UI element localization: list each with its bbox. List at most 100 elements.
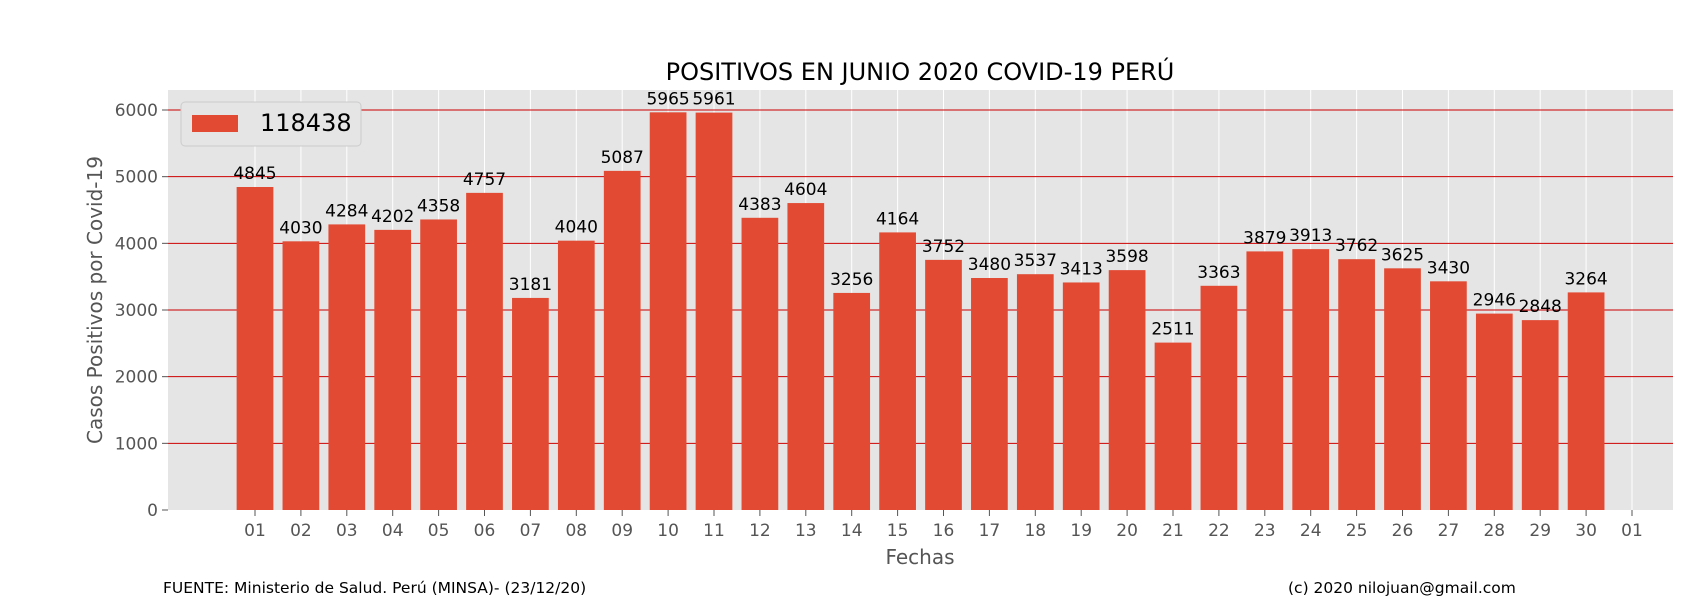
bar-01 xyxy=(236,187,274,510)
data-label-13: 4604 xyxy=(784,180,827,200)
x-tick-label: 05 xyxy=(428,521,450,541)
x-tick-label: 01 xyxy=(244,521,266,541)
y-tick-label: 4000 xyxy=(115,234,158,254)
x-tick-label: 04 xyxy=(382,521,404,541)
data-label-12: 4383 xyxy=(738,195,781,215)
bar-04 xyxy=(374,229,412,510)
legend-box xyxy=(180,101,362,147)
x-ticks: 01 02 03 04 05 06 07 08 09 10 11 12 13 14 15 16 17 18 19 20… xyxy=(244,510,1643,541)
x-tick-label: 01 xyxy=(1621,521,1643,541)
bar-16 xyxy=(925,259,962,510)
x-axis-label: Fechas xyxy=(885,545,954,569)
data-label-05: 4358 xyxy=(417,196,460,216)
data-label-27: 3430 xyxy=(1427,258,1470,278)
x-tick-label: 08 xyxy=(565,521,587,541)
x-tick-label: 22 xyxy=(1208,521,1230,541)
bar-27 xyxy=(1430,281,1467,510)
x-tick-label: 14 xyxy=(841,521,863,541)
bar-20 xyxy=(1108,270,1146,510)
bar-05 xyxy=(420,219,457,510)
x-tick-label: 30 xyxy=(1575,521,1597,541)
data-label-20: 3598 xyxy=(1105,247,1148,267)
x-tick-label: 13 xyxy=(795,521,817,541)
bar-15 xyxy=(879,232,916,510)
data-label-19: 3413 xyxy=(1060,259,1103,279)
data-label-14: 3256 xyxy=(830,270,873,290)
x-tick-label: 24 xyxy=(1300,521,1322,541)
horizontal-grid xyxy=(168,109,1673,444)
bar-09 xyxy=(603,170,641,510)
bar-26 xyxy=(1384,268,1421,510)
data-label-22: 3363 xyxy=(1197,263,1240,283)
x-tick-label: 29 xyxy=(1529,521,1551,541)
data-label-30: 3264 xyxy=(1564,269,1607,289)
y-tick-label: 6000 xyxy=(115,101,158,121)
y-tick-label: 3000 xyxy=(115,301,158,321)
data-label-23: 3879 xyxy=(1243,228,1286,248)
bar-03 xyxy=(328,224,366,510)
bar-08 xyxy=(557,240,595,510)
data-label-28: 2946 xyxy=(1473,291,1516,311)
data-label-07: 3181 xyxy=(509,275,552,295)
bar-07 xyxy=(512,297,549,510)
source-note: FUENTE: Ministerio de Salud. Perú (MINSA… xyxy=(163,579,586,597)
credit-note: (c) 2020 nilojuan@gmail.com xyxy=(1288,579,1516,597)
bar-18 xyxy=(1016,274,1054,510)
bars xyxy=(236,112,1605,511)
data-label-24: 3913 xyxy=(1289,226,1332,246)
bar-29 xyxy=(1521,320,1559,510)
y-tick-label: 2000 xyxy=(115,368,158,388)
x-tick-label: 15 xyxy=(887,521,909,541)
legend-swatch xyxy=(192,115,238,132)
bar-17 xyxy=(971,278,1008,510)
plot-area xyxy=(168,90,1673,510)
data-label-03: 4284 xyxy=(325,201,368,221)
bar-12 xyxy=(741,217,779,511)
x-tick-label: 20 xyxy=(1116,521,1138,541)
x-tick-label: 23 xyxy=(1254,521,1276,541)
data-label-02: 4030 xyxy=(279,218,322,238)
x-tick-label: 17 xyxy=(979,521,1001,541)
data-label-25: 3762 xyxy=(1335,236,1378,256)
bar-06 xyxy=(466,192,503,510)
x-tick-label: 26 xyxy=(1392,521,1414,541)
bar-23 xyxy=(1246,251,1284,510)
bar-10 xyxy=(649,112,687,510)
data-label-08: 4040 xyxy=(555,218,598,238)
legend: 118438 xyxy=(180,101,362,147)
bar-21 xyxy=(1154,342,1192,510)
data-label-18: 3537 xyxy=(1014,251,1057,271)
data-label-06: 4757 xyxy=(463,170,506,190)
x-tick-label: 12 xyxy=(749,521,771,541)
x-tick-label: 19 xyxy=(1070,521,1092,541)
x-tick-label: 10 xyxy=(657,521,679,541)
data-label-04: 4202 xyxy=(371,207,414,227)
x-tick-label: 27 xyxy=(1438,521,1460,541)
data-label-11: 5961 xyxy=(692,90,735,110)
y-ticks: 0 1000 2000 3000 4000 5000 6000 xyxy=(115,101,168,521)
bar-13 xyxy=(787,203,825,511)
x-tick-label: 21 xyxy=(1162,521,1184,541)
bar-24 xyxy=(1292,249,1330,510)
bar-25 xyxy=(1338,259,1375,510)
x-tick-label: 11 xyxy=(703,521,725,541)
data-label-21: 2511 xyxy=(1151,320,1194,340)
data-label-15: 4164 xyxy=(876,209,919,229)
x-tick-label: 07 xyxy=(520,521,542,541)
y-axis-label: Casos Positivos por Covid-19 xyxy=(83,156,107,444)
data-label-10: 5965 xyxy=(646,89,689,109)
data-label-09: 5087 xyxy=(601,148,644,168)
bar-14 xyxy=(833,292,871,510)
x-tick-label: 16 xyxy=(933,521,955,541)
bar-30 xyxy=(1567,292,1605,510)
x-tick-label: 18 xyxy=(1024,521,1046,541)
y-tick-label: 1000 xyxy=(115,434,158,454)
x-tick-label: 28 xyxy=(1483,521,1505,541)
x-tick-label: 02 xyxy=(290,521,312,541)
data-label-17: 3480 xyxy=(968,255,1011,275)
bar-28 xyxy=(1475,313,1513,510)
data-label-26: 3625 xyxy=(1381,245,1424,265)
legend-label: 118438 xyxy=(260,109,352,137)
